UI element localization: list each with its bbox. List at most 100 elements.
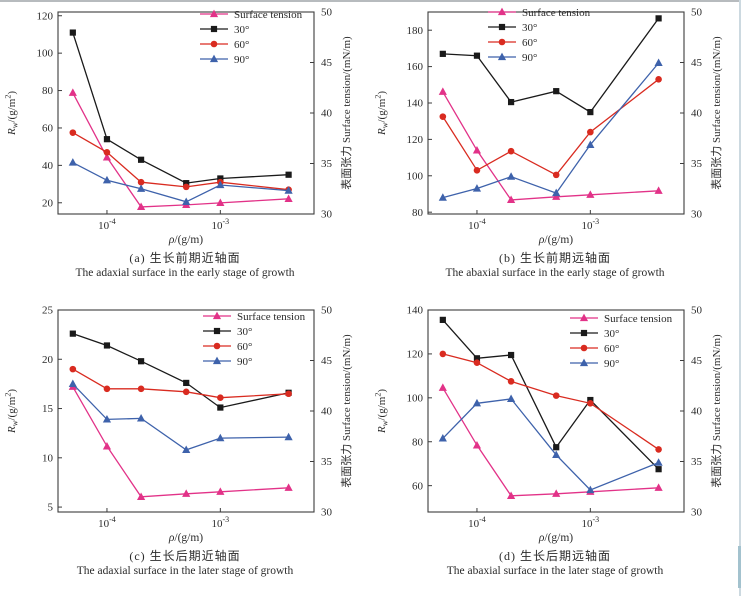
- y-right-tick-label: 50: [691, 305, 703, 317]
- y-right-tick-label: 35: [691, 158, 703, 170]
- triangle-marker: [438, 434, 447, 442]
- series-line: [442, 398, 659, 491]
- y-left-tick-label: 140: [407, 305, 424, 317]
- legend: Surface tension 30° 60° 90°: [203, 311, 306, 368]
- legend-label: 60°: [604, 343, 619, 355]
- chart-d-canvas: 60 80 100 120 140 30 35 40 45 50 10-4 10-3 Surface t…: [374, 305, 724, 544]
- series-line: [72, 162, 289, 203]
- circle-marker: [473, 167, 481, 174]
- triangle-marker: [182, 489, 191, 497]
- triangle-marker: [472, 440, 482, 449]
- x-axis: 10-4 10-3: [468, 508, 599, 530]
- circle-marker: [182, 183, 190, 191]
- triangle-marker: [579, 313, 589, 322]
- triangle-marker: [102, 414, 112, 423]
- y-right-tick-label: 40: [321, 406, 333, 418]
- x-tick-label: 10-3: [582, 515, 600, 530]
- triangle-marker: [654, 483, 663, 491]
- triangle-marker: [438, 383, 447, 391]
- x-axis: 10-4 10-3: [98, 508, 229, 530]
- y-right-tick-label: 30: [691, 507, 703, 519]
- series-60-: [439, 350, 662, 453]
- square-marker: [137, 156, 145, 163]
- triangle-marker: [102, 175, 112, 184]
- circle-marker: [552, 171, 560, 179]
- series-90-: [438, 58, 663, 201]
- circle-marker: [439, 113, 447, 120]
- y-right-tick-label: 30: [321, 507, 333, 519]
- series-line: [72, 332, 289, 409]
- square-marker: [587, 108, 594, 116]
- circle-marker: [507, 378, 515, 385]
- triangle-marker: [68, 379, 77, 388]
- y-axis-right: 30 35 40 45 50: [310, 7, 333, 221]
- caption-c-en: The adaxial surface in the later stage o…: [76, 564, 294, 577]
- subplot-d: 60 80 100 120 140 30 35 40 45 50 10-4 10-3 Surface t…: [370, 298, 740, 596]
- y-right-tick-label: 35: [691, 456, 703, 468]
- x-tick-label: 10-4: [98, 515, 116, 530]
- y-right-tick-label: 40: [691, 108, 703, 120]
- y-right-tick-label: 45: [321, 355, 333, 367]
- caption-d-en: The abaxial surface in the later stage o…: [446, 564, 664, 577]
- circle-marker: [507, 147, 515, 155]
- y-left-tick-label: 10: [42, 452, 54, 464]
- y-right-tick-label: 30: [321, 209, 333, 221]
- y-axis-right-label: 表面张力 Surface tension/(mN/m): [709, 334, 723, 488]
- legend-label: 60°: [522, 37, 537, 49]
- legend-label: 30°: [604, 328, 619, 340]
- square-marker: [655, 466, 662, 473]
- square-marker: [498, 23, 506, 31]
- legend: Surface tension 30° 60° 90°: [200, 9, 303, 66]
- caption-d: (d) 生长后期远轴面 The abaxial surface in the l…: [370, 549, 740, 578]
- series-surface-tension: [68, 382, 293, 500]
- triangle-marker: [506, 172, 516, 180]
- y-right-tick-label: 50: [691, 7, 703, 19]
- circle-marker: [587, 400, 594, 407]
- square-marker: [285, 171, 292, 178]
- triangle-marker: [212, 356, 222, 365]
- circle-marker: [213, 342, 221, 350]
- x-tick-label: 10-3: [212, 217, 230, 232]
- series-line: [442, 91, 659, 201]
- x-tick-label: 10-3: [212, 515, 230, 530]
- circle-marker: [103, 385, 111, 393]
- triangle-marker: [102, 153, 112, 161]
- triangle-marker: [136, 413, 146, 422]
- square-marker: [69, 29, 76, 36]
- square-marker: [69, 330, 76, 337]
- triangle-marker: [586, 140, 595, 148]
- y-axis-right: 30 35 40 45 50: [310, 305, 333, 519]
- square-marker: [439, 50, 446, 57]
- x-tick-label: 10-3: [582, 217, 600, 232]
- series-30-: [69, 330, 292, 411]
- legend-label: 60°: [237, 341, 252, 353]
- caption-d-zh: (d) 生长后期远轴面: [499, 549, 611, 563]
- square-marker: [655, 15, 662, 22]
- triangle-marker: [552, 192, 561, 200]
- legend-label: Surface tension: [604, 313, 673, 325]
- y-axis-right: 30 35 40 45 50: [680, 7, 703, 221]
- y-left-tick-label: 60: [42, 123, 54, 135]
- triangle-marker: [472, 184, 482, 192]
- y-left-tick-label: 15: [42, 403, 54, 415]
- caption-b-zh: (b) 生长前期远轴面: [499, 251, 611, 265]
- triangle-marker: [284, 194, 293, 202]
- subplot-b: 80 100 120 140 160 180 30 35 40 45 50 10-4 10-3 Surfa…: [370, 0, 740, 298]
- y-right-tick-label: 50: [321, 305, 333, 317]
- legend-label: 60°: [234, 39, 249, 51]
- y-left-tick-label: 120: [407, 349, 424, 361]
- triangle-marker: [497, 7, 507, 16]
- triangle-marker: [68, 88, 77, 96]
- circle-marker: [103, 148, 111, 156]
- y-axis-right-label: 表面张力 Surface tension/(mN/m): [339, 36, 353, 190]
- triangle-marker: [136, 184, 146, 192]
- x-tick-label: 10-4: [98, 217, 116, 232]
- series-line: [72, 92, 289, 208]
- circle-marker: [210, 40, 218, 48]
- circle-marker: [498, 38, 506, 46]
- triangle-marker: [654, 186, 663, 194]
- series-30-: [439, 15, 662, 116]
- triangle-marker: [284, 432, 293, 441]
- series-line: [72, 383, 289, 451]
- y-left-tick-label: 25: [42, 305, 54, 317]
